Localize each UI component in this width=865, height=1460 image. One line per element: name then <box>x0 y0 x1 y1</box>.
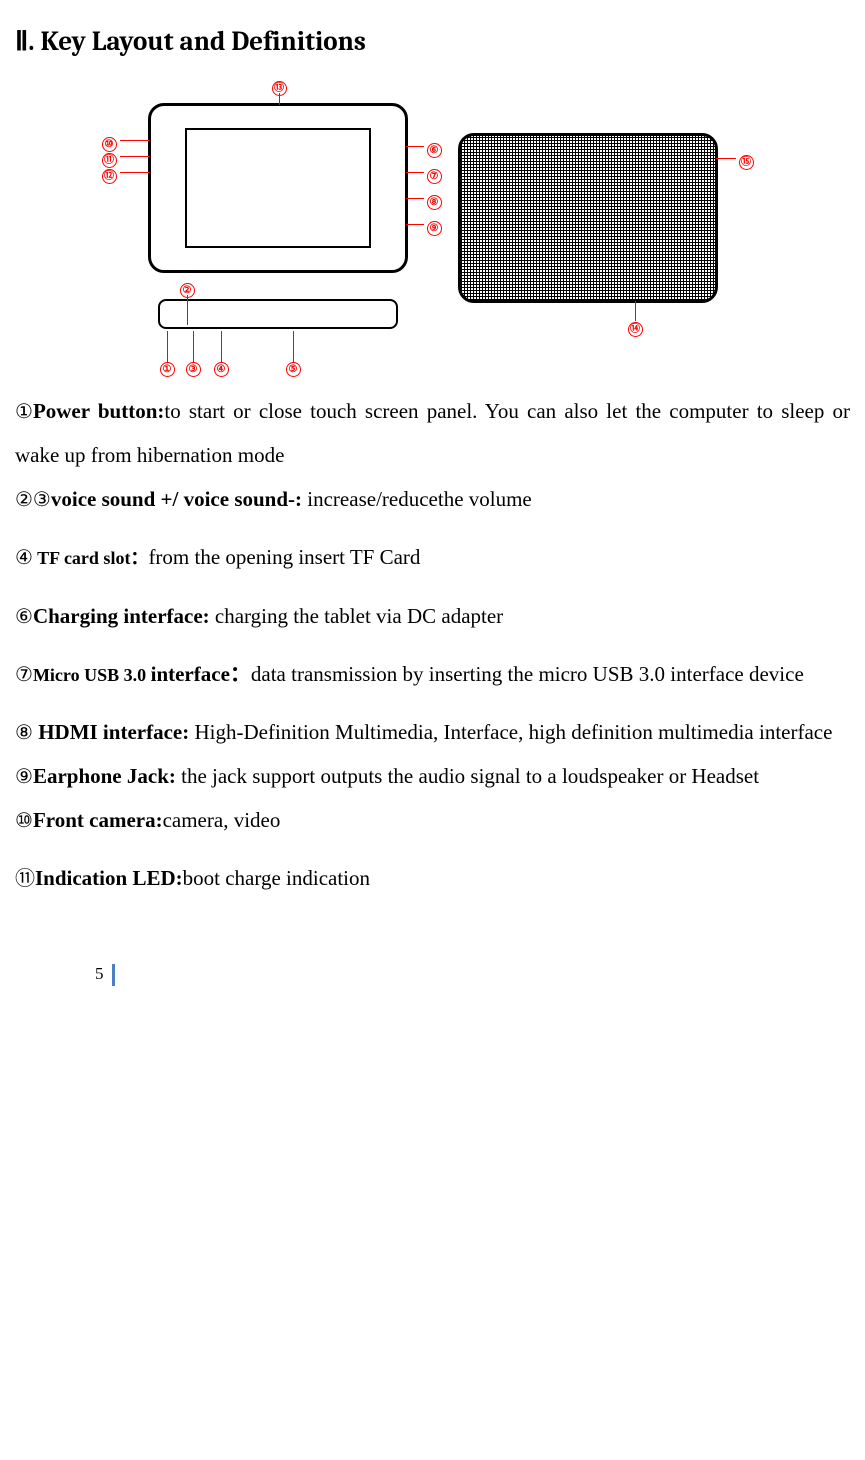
tablet-side-diagram <box>158 299 398 329</box>
page-footer: 5 <box>95 960 850 987</box>
callout-7: ⑦ <box>427 165 442 186</box>
page-number: 5 <box>95 964 104 983</box>
def-6: ⑥Charging interface: charging the tablet… <box>15 594 850 638</box>
definitions-list: ①Power button:to start or close touch sc… <box>15 389 850 900</box>
def-7: ⑦Micro USB 3.0 interface：data transmissi… <box>15 652 850 696</box>
footer-bar <box>112 964 115 986</box>
section-heading: Ⅱ. Key Layout and Definitions <box>15 20 850 63</box>
callout-9: ⑨ <box>427 217 442 238</box>
def-8: ⑧ HDMI interface: High-Definition Multim… <box>15 710 850 754</box>
def-1: ①Power button:to start or close touch sc… <box>15 389 850 477</box>
callout-14: ⑭ <box>628 318 643 339</box>
callout-6: ⑥ <box>427 139 442 160</box>
def-4: ④ TF card slot：from the opening insert T… <box>15 535 850 579</box>
callout-8: ⑧ <box>427 191 442 212</box>
def-10: ⑩Front camera:camera, video <box>15 798 850 842</box>
callout-15: ⑮ <box>739 151 754 172</box>
def-2-3: ②③voice sound +/ voice sound-: increase/… <box>15 477 850 521</box>
tablet-front-diagram <box>148 103 408 273</box>
def-11: ⑪Indication LED:boot charge indication <box>15 856 850 900</box>
def-9: ⑨Earphone Jack: the jack support outputs… <box>15 754 850 798</box>
tablet-back-diagram <box>458 133 718 303</box>
diagram-area: ⑬ ⑩ ⑪ ⑫ ⑥ ⑦ ⑧ ⑨ ② ① ③ ④ ⑤ <box>15 103 850 329</box>
callout-12: ⑫ <box>102 165 117 186</box>
